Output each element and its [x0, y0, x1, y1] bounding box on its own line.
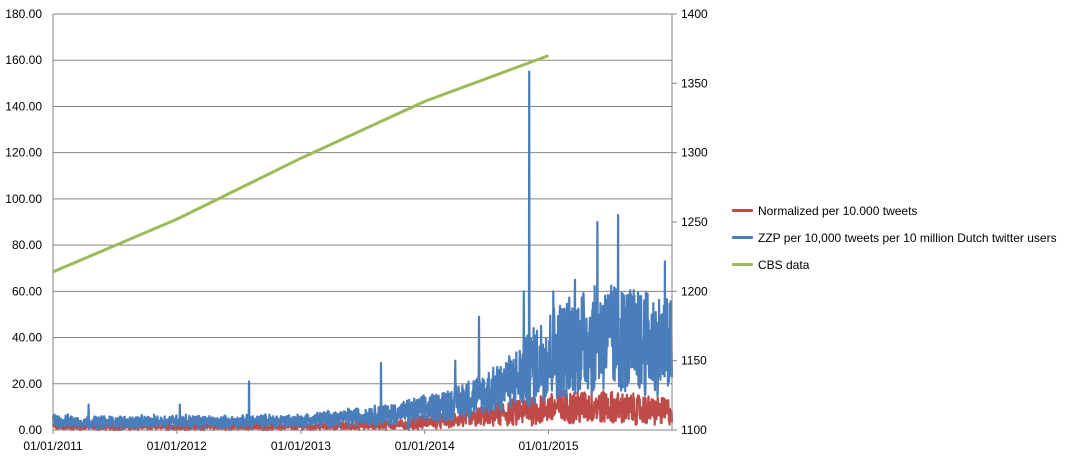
- y-right-tick-label: 1400: [681, 7, 708, 21]
- axes: 0.00 20.00 40.00 60.00 80.00 100.00 120.00 140.…: [5, 7, 708, 453]
- y-right-tick-label: 1150: [681, 354, 707, 368]
- series-line-3: [52, 54, 550, 274]
- y-right-tick-label: 1100: [681, 423, 707, 437]
- y-left-tick-label: 180.00: [5, 7, 42, 21]
- x-tick-label: 01/01/2013: [271, 439, 331, 453]
- y-right-tick-label: 1200: [681, 284, 708, 298]
- legend-label: CBS data: [758, 257, 810, 272]
- legend-label: ZZP per 10,000 tweets per 10 million Dut…: [758, 230, 1057, 245]
- x-tick-label: 01/01/2014: [395, 439, 455, 453]
- y-right-tick-label: 1300: [681, 146, 708, 160]
- y-left-tick-label: 160.00: [5, 53, 42, 67]
- legend-item: Normalized per 10.000 tweets: [732, 197, 1057, 224]
- legend-swatch: [732, 263, 753, 266]
- y-right-tick-label: 1350: [681, 76, 708, 90]
- series-line-1: [51, 390, 674, 432]
- y-right-tick-label: 1250: [681, 215, 708, 229]
- legend-label: Normalized per 10.000 tweets: [758, 203, 918, 218]
- legend-swatch: [732, 236, 753, 239]
- y-left-tick-label: 100.00: [5, 192, 42, 206]
- y-left-tick-label: 120.00: [5, 146, 42, 160]
- legend-item: ZZP per 10,000 tweets per 10 million Dut…: [732, 224, 1057, 251]
- y-left-tick-label: 40.00: [12, 331, 42, 345]
- series-line-2: [51, 70, 674, 432]
- x-tick-label: 01/01/2015: [519, 439, 579, 453]
- y-left-tick-label: 140.00: [5, 99, 42, 113]
- legend: Normalized per 10.000 tweets ZZP per 10,0…: [732, 197, 1057, 278]
- x-tick-label: 01/01/2012: [147, 439, 207, 453]
- y-left-tick-label: 60.00: [12, 284, 42, 298]
- legend-item: CBS data: [732, 251, 1057, 278]
- series-lines: [51, 54, 674, 432]
- x-tick-label: 01/01/2011: [23, 439, 82, 453]
- gridlines: [53, 13, 672, 431]
- legend-swatch: [732, 209, 753, 212]
- y-left-tick-label: 80.00: [12, 238, 42, 252]
- y-left-tick-label: 20.00: [12, 377, 42, 391]
- y-left-tick-label: 0.00: [19, 423, 43, 437]
